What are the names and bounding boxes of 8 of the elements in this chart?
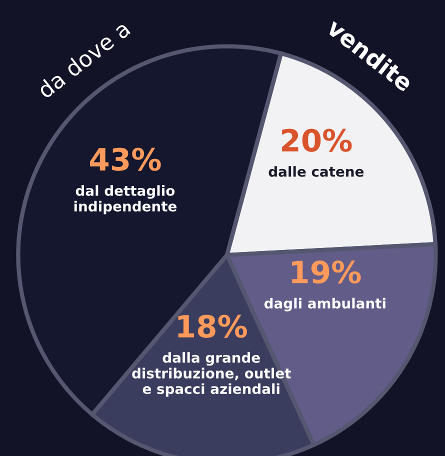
data-label: 43% bbox=[90, 148, 161, 171]
slice-label: dalle catene bbox=[268, 166, 364, 177]
slice-label: dal dettaglio indipendente bbox=[74, 185, 176, 214]
data-label: 18% bbox=[178, 314, 247, 338]
data-label: 19% bbox=[292, 260, 361, 284]
data-label: 20% bbox=[282, 128, 352, 152]
slice-label: dalla grande distribuzione, outlet e spacci aziendali bbox=[132, 352, 291, 397]
slice-label: dagli ambulanti bbox=[264, 298, 386, 312]
